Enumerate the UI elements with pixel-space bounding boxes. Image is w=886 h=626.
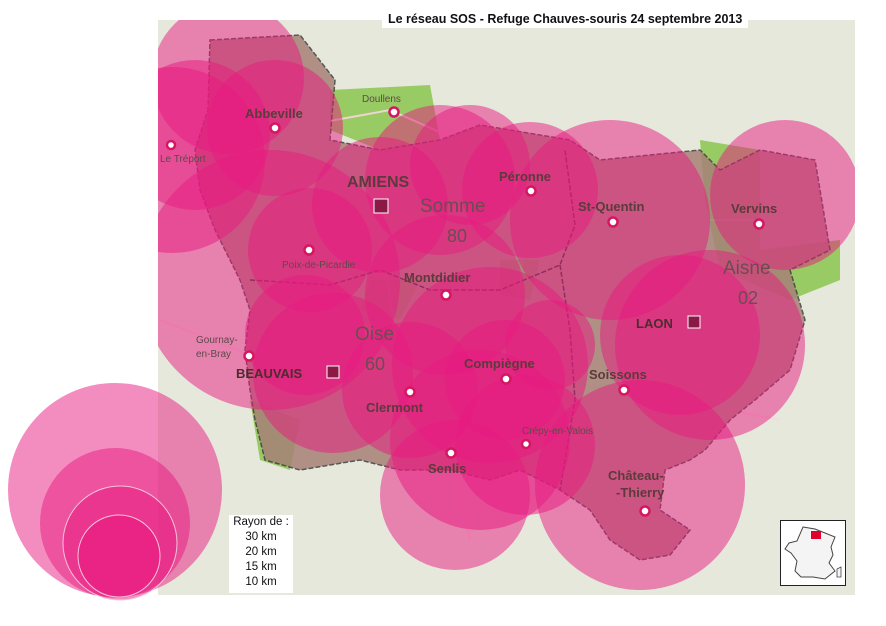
legend-heading: Rayon de : bbox=[233, 516, 289, 528]
prefecture-markers bbox=[326, 198, 701, 379]
legend-radius-20: 20 km bbox=[245, 546, 277, 558]
town-marker-doullens bbox=[388, 106, 400, 118]
prefecture-marker-beauvais bbox=[326, 365, 340, 379]
town-label-abbeville: Abbeville bbox=[245, 106, 303, 121]
department-name-somme: Somme bbox=[420, 196, 485, 217]
town-label-amiens: AMIENS bbox=[347, 174, 410, 191]
town-label-poix: Poix-de-Picardie bbox=[282, 260, 356, 271]
town-marker-chateau-thierry bbox=[639, 505, 651, 517]
town-label-soissons: Soissons bbox=[589, 367, 647, 382]
town-label-chateau-thierry-1: Château- bbox=[608, 468, 664, 483]
map-panel[interactable]: Somme 80 Oise 60 Aisne 02 Abbeville Doul… bbox=[158, 20, 855, 595]
legend-radius-30: 30 km bbox=[245, 531, 277, 543]
town-marker-vervins bbox=[753, 218, 765, 230]
town-label-gournay-2: en-Bray bbox=[196, 349, 231, 360]
town-label-crepy: Crépy-en-Valois bbox=[522, 426, 593, 437]
town-label-montdidier: Montdidier bbox=[404, 270, 470, 285]
town-label-beauvais: BEAUVAIS bbox=[236, 366, 303, 381]
town-marker-gournay bbox=[243, 350, 255, 362]
town-marker-crepy bbox=[520, 438, 532, 450]
town-marker-saint-quentin bbox=[607, 216, 619, 228]
coverage-circle bbox=[245, 275, 365, 395]
town-label-senlis: Senlis bbox=[428, 461, 466, 476]
town-label-clermont: Clermont bbox=[366, 400, 424, 415]
town-label-doullens: Doullens bbox=[362, 94, 401, 105]
town-marker-le-treport bbox=[165, 139, 177, 151]
region-highlight bbox=[811, 531, 821, 539]
town-label-compiegne: Compiègne bbox=[464, 356, 535, 371]
legend-circle-10km bbox=[77, 514, 161, 598]
town-label-chateau-thierry-2: -Thierry bbox=[616, 485, 665, 500]
coverage-circle bbox=[535, 380, 745, 590]
town-marker-abbeville bbox=[269, 122, 281, 134]
legend-radius-15: 15 km bbox=[245, 561, 277, 573]
department-number-somme: 80 bbox=[447, 226, 467, 246]
town-markers bbox=[165, 106, 765, 517]
town-label-gournay-1: Gournay- bbox=[196, 335, 238, 346]
legend-radius-10: 10 km bbox=[245, 576, 277, 588]
town-marker-montdidier bbox=[440, 289, 452, 301]
map-title: Le réseau SOS - Refuge Chauves-souris 24… bbox=[382, 10, 749, 28]
department-name-aisne: Aisne bbox=[723, 258, 771, 279]
town-marker-compiegne bbox=[500, 373, 512, 385]
prefecture-marker-laon bbox=[687, 315, 701, 329]
town-marker-soissons bbox=[618, 384, 630, 396]
town-label-le-treport: Le Tréport bbox=[160, 154, 206, 165]
town-marker-senlis bbox=[445, 447, 457, 459]
town-marker-clermont bbox=[404, 386, 416, 398]
department-name-oise: Oise bbox=[355, 324, 394, 345]
department-number-aisne: 02 bbox=[738, 288, 758, 308]
legend: Rayon de : 30 km 20 km 15 km 10 km bbox=[229, 515, 293, 593]
town-marker-peronne bbox=[525, 185, 537, 197]
department-number-oise: 60 bbox=[365, 354, 385, 374]
town-label-vervins: Vervins bbox=[731, 201, 777, 216]
map-canvas[interactable]: Somme 80 Oise 60 Aisne 02 Abbeville Doul… bbox=[158, 20, 855, 595]
town-label-peronne: Péronne bbox=[499, 169, 551, 184]
france-inset-map bbox=[780, 520, 846, 586]
town-label-laon: LAON bbox=[636, 316, 673, 331]
town-label-saint-quentin: St-Quentin bbox=[578, 199, 644, 214]
town-marker-poix bbox=[303, 244, 315, 256]
france-outline-icon bbox=[784, 526, 842, 580]
coverage-circle bbox=[710, 120, 855, 270]
prefecture-marker-amiens bbox=[373, 198, 389, 214]
